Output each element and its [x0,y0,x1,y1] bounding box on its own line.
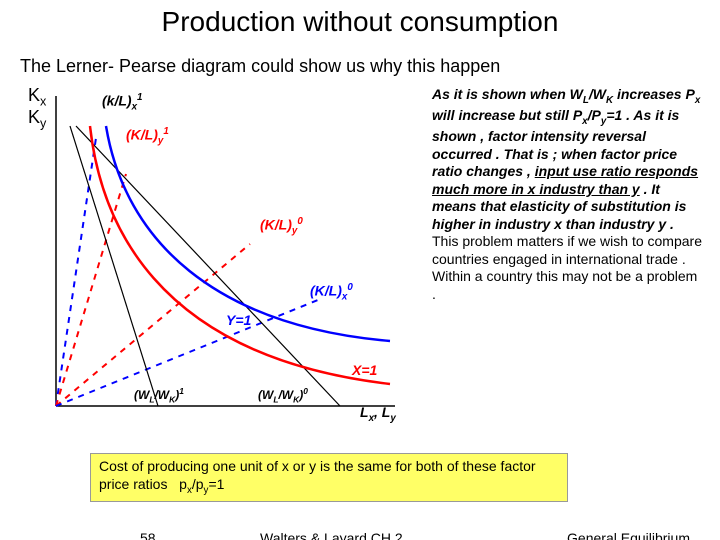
lerner-pearse-chart: (k/L)x1 (K/L)y1 (K/L)y0 (K/L)x0 Y=1 X=1 (WL/WK… [40,86,400,426]
chart-label-kLx1: (k/L)x1 [102,92,142,112]
chart-label-LxLy: Lx, Ly [360,404,396,424]
chart-label-Xeq1: X=1 [352,362,377,378]
chart-label-wlwk1: (WL/WK)1 [134,386,184,404]
chart-svg [40,86,400,426]
chart-label-kLy0: (K/L)y0 [260,216,303,236]
page-title: Production without consumption [0,6,720,38]
subtitle: The Lerner- Pearse diagram could show us… [20,56,700,77]
slide-number: 58 [140,530,156,540]
cost-annotation-box: Cost of producing one unit of x or y is … [90,453,568,502]
footer-center: Walters & Layard CH.2 [260,530,403,540]
slide: Production without consumption The Lerne… [0,0,720,540]
footer-right: General Equilibrium [567,530,690,540]
explanation-text: As it is shown when WL/WK increases Px w… [432,86,702,303]
chart-label-wlwk0: (WL/WK)0 [258,386,308,404]
chart-label-kLx0: (K/L)x0 [310,282,353,302]
chart-label-Yeq1: Y=1 [226,312,251,328]
chart-label-kLy1: (K/L)y1 [126,126,169,146]
